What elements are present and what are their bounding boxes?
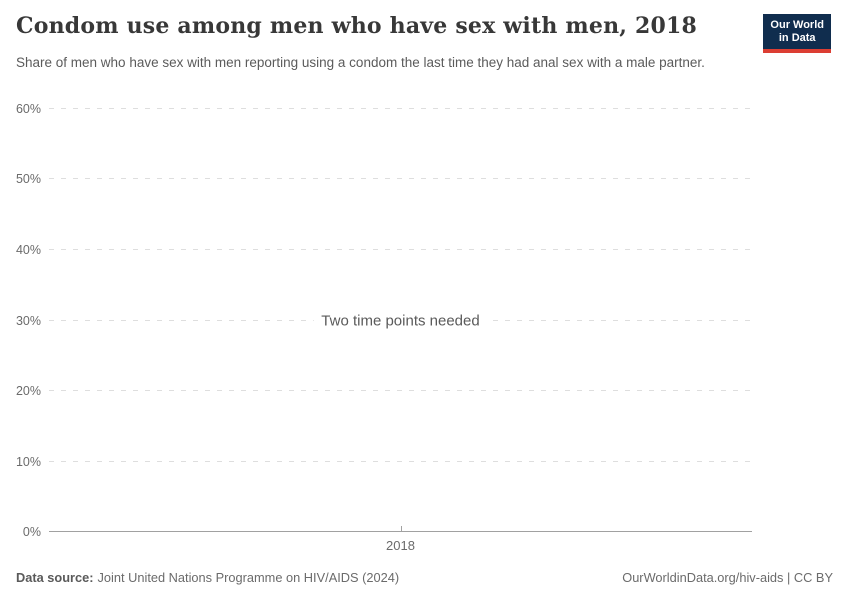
page-title: Condom use among men who have sex with m…: [16, 13, 698, 39]
x-axis-line: [49, 531, 752, 532]
y-gridline: [49, 389, 752, 391]
chart-subtitle: Share of men who have sex with men repor…: [16, 55, 705, 70]
chart-note: Two time points needed: [313, 310, 488, 331]
y-axis-tick-label: 10%: [15, 454, 41, 469]
y-axis-tick-label: 40%: [15, 242, 41, 257]
chart-footer: Data source: Joint United Nations Program…: [16, 570, 833, 585]
y-axis-tick-label: 50%: [15, 172, 41, 187]
data-source-text: Joint United Nations Programme on HIV/AI…: [97, 570, 400, 585]
plot-area: Two time points needed 2018 0% 10% 20% 30% 4…: [16, 102, 752, 553]
x-axis-tick-mark: [400, 526, 402, 532]
y-gridline: [49, 178, 752, 180]
attribution-link[interactable]: OurWorldinData.org/hiv-aids | CC BY: [622, 570, 833, 585]
x-axis-tick-label: 2018: [386, 538, 415, 553]
owid-logo[interactable]: Our World in Data: [763, 14, 831, 53]
owid-logo-line2: in Data: [778, 32, 816, 44]
data-source-label: Data source:: [16, 570, 94, 585]
y-gridline: [49, 108, 752, 109]
y-axis-tick-label: 60%: [15, 102, 41, 116]
y-gridline: [49, 248, 752, 250]
data-source-line: Data source: Joint United Nations Program…: [16, 570, 399, 585]
y-axis-tick-label: 20%: [15, 383, 41, 398]
y-gridline: [49, 460, 752, 462]
owid-logo-line1: Our World: [770, 19, 824, 31]
y-axis-tick-label: 30%: [15, 313, 41, 328]
y-axis-tick-label: 0%: [22, 525, 41, 539]
